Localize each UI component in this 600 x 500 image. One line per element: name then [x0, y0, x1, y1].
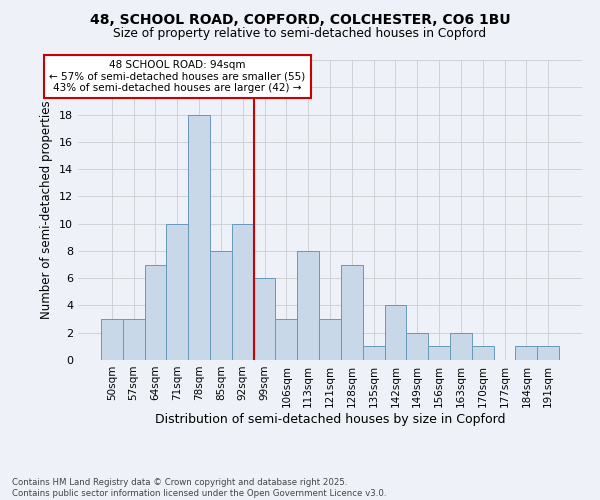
Bar — [210, 251, 232, 360]
Bar — [537, 346, 559, 360]
Bar — [145, 264, 166, 360]
X-axis label: Distribution of semi-detached houses by size in Copford: Distribution of semi-detached houses by … — [155, 412, 505, 426]
Bar — [123, 319, 145, 360]
Text: 48, SCHOOL ROAD, COPFORD, COLCHESTER, CO6 1BU: 48, SCHOOL ROAD, COPFORD, COLCHESTER, CO… — [89, 12, 511, 26]
Bar — [254, 278, 275, 360]
Bar — [428, 346, 450, 360]
Text: Size of property relative to semi-detached houses in Copford: Size of property relative to semi-detach… — [113, 28, 487, 40]
Bar — [232, 224, 254, 360]
Bar — [275, 319, 297, 360]
Y-axis label: Number of semi-detached properties: Number of semi-detached properties — [40, 100, 53, 320]
Bar — [385, 306, 406, 360]
Bar — [319, 319, 341, 360]
Bar — [515, 346, 537, 360]
Bar — [472, 346, 494, 360]
Bar — [101, 319, 123, 360]
Text: 48 SCHOOL ROAD: 94sqm
← 57% of semi-detached houses are smaller (55)
43% of semi: 48 SCHOOL ROAD: 94sqm ← 57% of semi-deta… — [49, 60, 305, 93]
Bar — [406, 332, 428, 360]
Bar — [188, 114, 210, 360]
Bar — [363, 346, 385, 360]
Bar — [166, 224, 188, 360]
Bar — [450, 332, 472, 360]
Bar — [297, 251, 319, 360]
Text: Contains HM Land Registry data © Crown copyright and database right 2025.
Contai: Contains HM Land Registry data © Crown c… — [12, 478, 386, 498]
Bar — [341, 264, 363, 360]
